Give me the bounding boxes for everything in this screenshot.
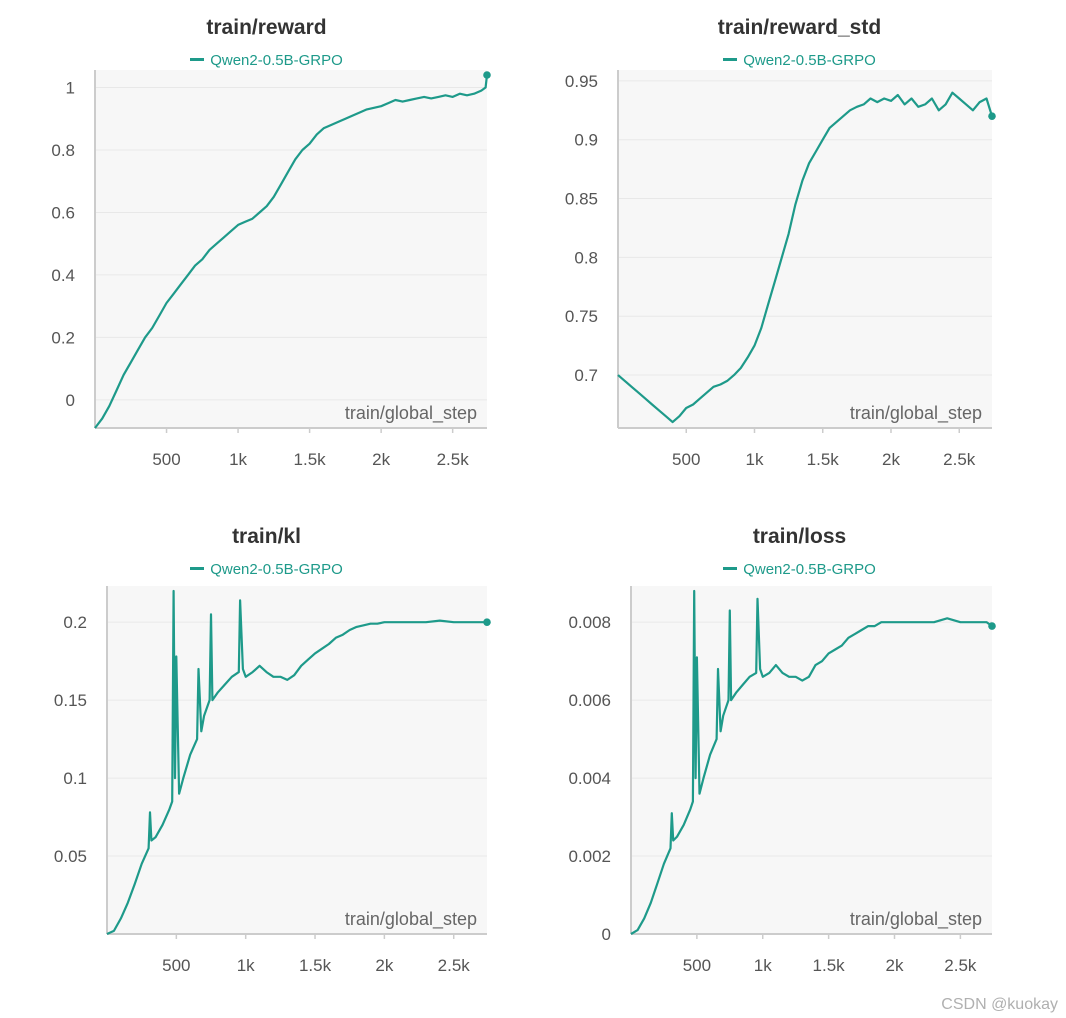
y-tick-label: 0.8: [51, 141, 75, 160]
series-end-marker: [988, 112, 996, 120]
y-tick-label: 1: [66, 78, 75, 97]
chart-svg[interactable]: 0.05 0.1 0.15 0.2 500 1k 1.5k 2k 2.5k train/globa…: [0, 509, 533, 1018]
x-axis-label: train/global_step: [345, 403, 477, 424]
y-tick-label: 0.9: [574, 131, 598, 150]
x-tick-label: 1.5k: [813, 956, 846, 975]
y-tick-label: 0.002: [568, 847, 611, 866]
y-tick-label: 0.2: [63, 613, 87, 632]
legend[interactable]: Qwen2-0.5B-GRPO: [0, 561, 533, 578]
chart-title: train/reward: [206, 16, 327, 39]
x-tick-label: 2k: [375, 956, 393, 975]
series-line: [106, 589, 487, 936]
chart-title: train/kl: [232, 525, 301, 548]
y-tick-label: 0.8: [574, 248, 598, 267]
x-tick-label: 2k: [886, 956, 904, 975]
x-tick-label: 1k: [237, 956, 255, 975]
plot-area: [107, 586, 487, 934]
y-tick-label: 0.1: [63, 769, 87, 788]
y-tick-label: 0.05: [54, 847, 87, 866]
x-tick-label: 1k: [746, 450, 764, 469]
x-tick-label: 2k: [882, 450, 900, 469]
plot-area: [618, 70, 992, 428]
legend-label: Qwen2-0.5B-GRPO: [210, 561, 343, 578]
plot-area: [95, 70, 487, 428]
y-tick-label: 0.6: [51, 203, 75, 222]
series-end-marker: [988, 622, 996, 630]
y-tick-label: 0.15: [54, 691, 87, 710]
x-tick-label: 1.5k: [299, 956, 332, 975]
legend-swatch: [723, 57, 738, 61]
legend-label: Qwen2-0.5B-GRPO: [210, 52, 343, 69]
y-tick-label: 0.95: [565, 72, 598, 91]
x-tick-label: 2k: [372, 450, 390, 469]
legend[interactable]: Qwen2-0.5B-GRPO: [0, 52, 533, 69]
x-tick-label: 1k: [229, 450, 247, 469]
series-line: [94, 74, 489, 429]
y-tick-label: 0: [66, 391, 75, 410]
x-tick-label: 2.5k: [437, 450, 470, 469]
y-tick-label: 0.7: [574, 366, 598, 385]
series-end-marker: [483, 618, 491, 626]
plot-area: [631, 586, 992, 934]
y-tick-label: 0.75: [565, 307, 598, 326]
chart-panel-reward: train/reward Qwen2-0.5B-GRPO 0 0.2 0.4 0.6 0…: [0, 0, 533, 509]
x-tick-label: 500: [672, 450, 700, 469]
legend-swatch: [190, 57, 205, 61]
legend-swatch: [723, 566, 738, 570]
chart-title: train/loss: [752, 525, 847, 548]
legend[interactable]: Qwen2-0.5B-GRPO: [533, 52, 1066, 69]
series-end-marker: [483, 71, 491, 79]
x-axis-label: train/global_step: [345, 909, 477, 930]
x-tick-label: 1k: [754, 956, 772, 975]
chart-svg[interactable]: 0 0.2 0.4 0.6 0.8 1 500 1k 1.5k 2k 2.5k train/globa…: [0, 0, 533, 509]
x-tick-label: 500: [683, 956, 711, 975]
y-tick-label: 0.004: [568, 769, 611, 788]
y-tick-label: 0.4: [51, 266, 75, 285]
x-axis-label: train/global_step: [850, 909, 982, 930]
x-axis-label: train/global_step: [850, 403, 982, 424]
legend-label: Qwen2-0.5B-GRPO: [743, 561, 876, 578]
x-tick-label: 1.5k: [294, 450, 327, 469]
legend-swatch: [190, 566, 205, 570]
watermark: CSDN @kuokay: [941, 996, 1058, 1013]
x-tick-label: 2.5k: [438, 956, 471, 975]
series-line: [630, 589, 993, 935]
y-tick-label: 0.2: [51, 328, 75, 347]
chart-panel-kl: train/kl Qwen2-0.5B-GRPO 0.05 0.1 0.15 0.2 5…: [0, 509, 533, 1018]
chart-title: train/reward_std: [717, 16, 882, 39]
legend[interactable]: Qwen2-0.5B-GRPO: [533, 561, 1066, 578]
x-tick-label: 500: [162, 956, 190, 975]
chart-panel-reward-std: train/reward_std Qwen2-0.5B-GRPO 0.7 0.75…: [533, 0, 1066, 509]
chart-panel-loss: train/loss Qwen2-0.5B-GRPO 0 0.002 0.004 0.…: [533, 509, 1066, 1018]
y-tick-label: 0.008: [568, 613, 611, 632]
legend-label: Qwen2-0.5B-GRPO: [743, 52, 876, 69]
y-tick-label: 0.006: [568, 691, 611, 710]
y-tick-label: 0.85: [565, 190, 598, 209]
x-tick-label: 2.5k: [943, 450, 976, 469]
x-tick-label: 500: [152, 450, 180, 469]
x-tick-label: 1.5k: [807, 450, 840, 469]
series-line: [617, 91, 994, 424]
y-tick-label: 0: [602, 925, 611, 944]
x-tick-label: 2.5k: [944, 956, 977, 975]
